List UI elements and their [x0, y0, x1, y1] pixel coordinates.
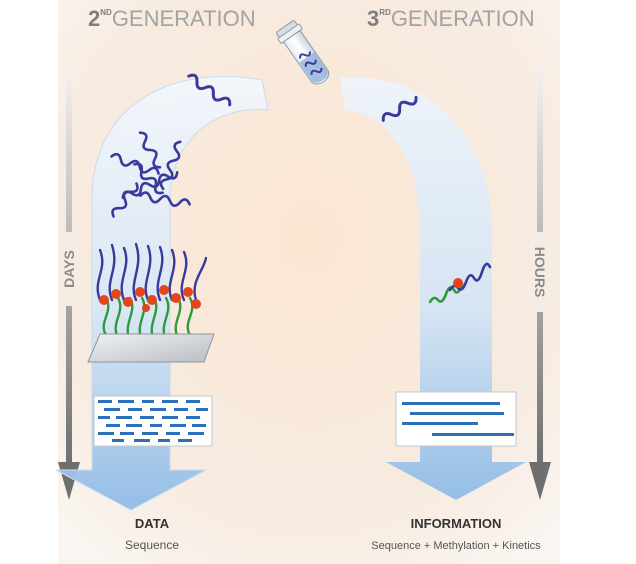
sample-tube-icon	[276, 20, 330, 85]
days-axis-label: DAYS	[61, 250, 77, 288]
third-gen-title: 3RDGENERATION	[367, 6, 535, 31]
information-output-title: INFORMATION	[411, 516, 502, 531]
long-reads-card	[395, 391, 517, 447]
hours-axis-label: HOURS	[532, 247, 548, 298]
flow-cell-icon	[87, 333, 215, 363]
dna-fragment-icon	[381, 95, 418, 122]
hours-label-bg	[529, 232, 551, 312]
dna-fragment-icon	[187, 73, 232, 107]
fluorescent-dye-markers	[99, 285, 201, 312]
information-output-subtitle: Sequence + Methylation + Kinetics	[371, 540, 541, 552]
days-label-bg	[58, 232, 80, 306]
second-gen-title: 2NDGENERATION	[88, 6, 256, 31]
single-molecule-strand	[428, 262, 492, 304]
short-reads-card	[93, 395, 213, 447]
data-output-subtitle: Sequence	[125, 538, 179, 552]
data-output-title: DATA	[135, 516, 170, 531]
dna-library-cluster	[110, 131, 191, 218]
